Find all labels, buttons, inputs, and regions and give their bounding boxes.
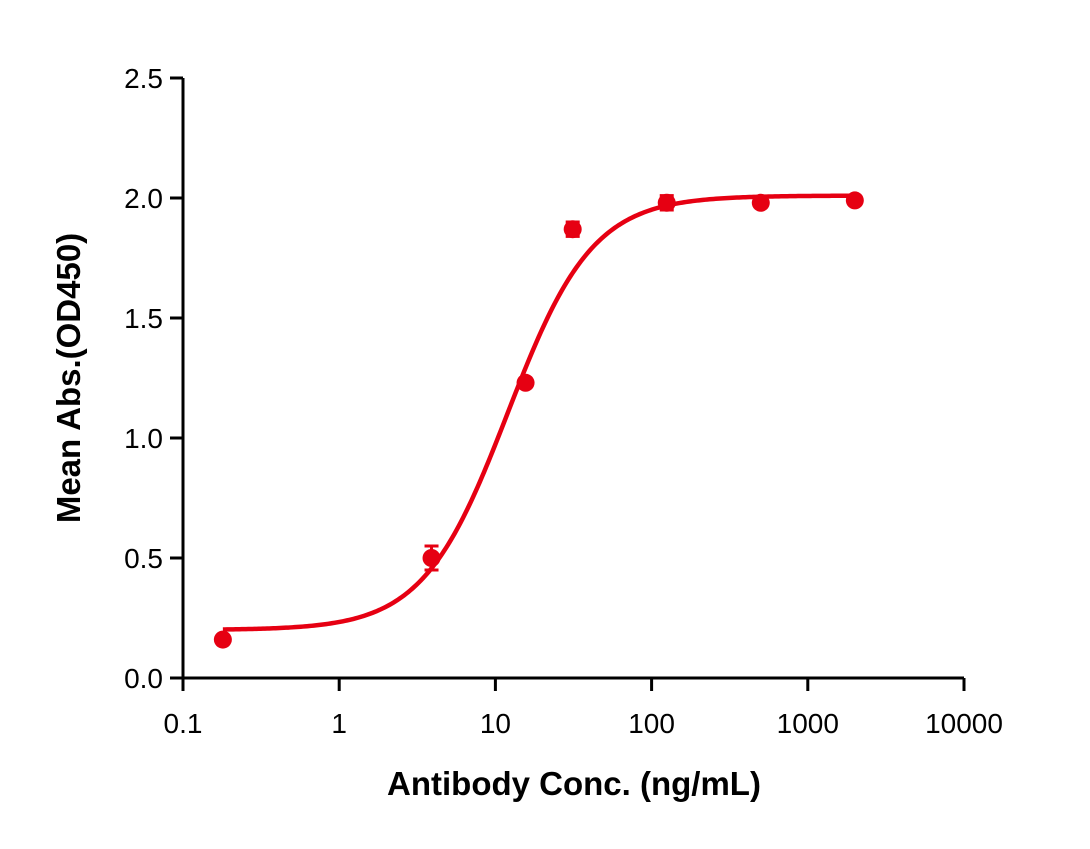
- data-point: [845, 191, 864, 210]
- marker-circle: [751, 193, 770, 212]
- marker-circle: [657, 193, 676, 212]
- y-tick-label: 0.5: [124, 543, 163, 574]
- y-tick-label: 0.0: [124, 663, 163, 694]
- marker-circle: [563, 220, 582, 239]
- x-tick-label: 0.1: [164, 708, 203, 739]
- x-tick-label: 100: [628, 708, 675, 739]
- axes: 0.0 0.5 1.0 1.5 2.0 2.5 0.1 1 10 100 1000 10000: [124, 63, 1003, 739]
- fit-curve: [222, 193, 855, 632]
- x-tick-label: 1: [331, 708, 347, 739]
- data-points: [213, 191, 864, 649]
- data-point: [213, 630, 232, 649]
- x-tick-label: 1000: [777, 708, 839, 739]
- x-tick-label: 10: [480, 708, 511, 739]
- x-axis-title: Antibody Conc. (ng/mL): [387, 765, 761, 802]
- y-tick-label: 1.0: [124, 423, 163, 454]
- data-point: [563, 220, 582, 239]
- marker-circle: [845, 191, 864, 210]
- fit-curve-path: [222, 193, 855, 632]
- y-tick-label: 2.5: [124, 63, 163, 94]
- y-tick-label: 2.0: [124, 183, 163, 214]
- marker-circle: [516, 373, 535, 392]
- y-axis-title: Mean Abs.(OD450): [50, 233, 87, 523]
- data-point: [422, 544, 441, 572]
- marker-circle: [213, 630, 232, 649]
- data-point: [516, 373, 535, 392]
- data-point: [657, 193, 676, 212]
- marker-circle: [422, 549, 441, 567]
- x-tick-label: 10000: [925, 708, 1003, 739]
- y-tick-label: 1.5: [124, 303, 163, 334]
- data-point: [751, 193, 770, 212]
